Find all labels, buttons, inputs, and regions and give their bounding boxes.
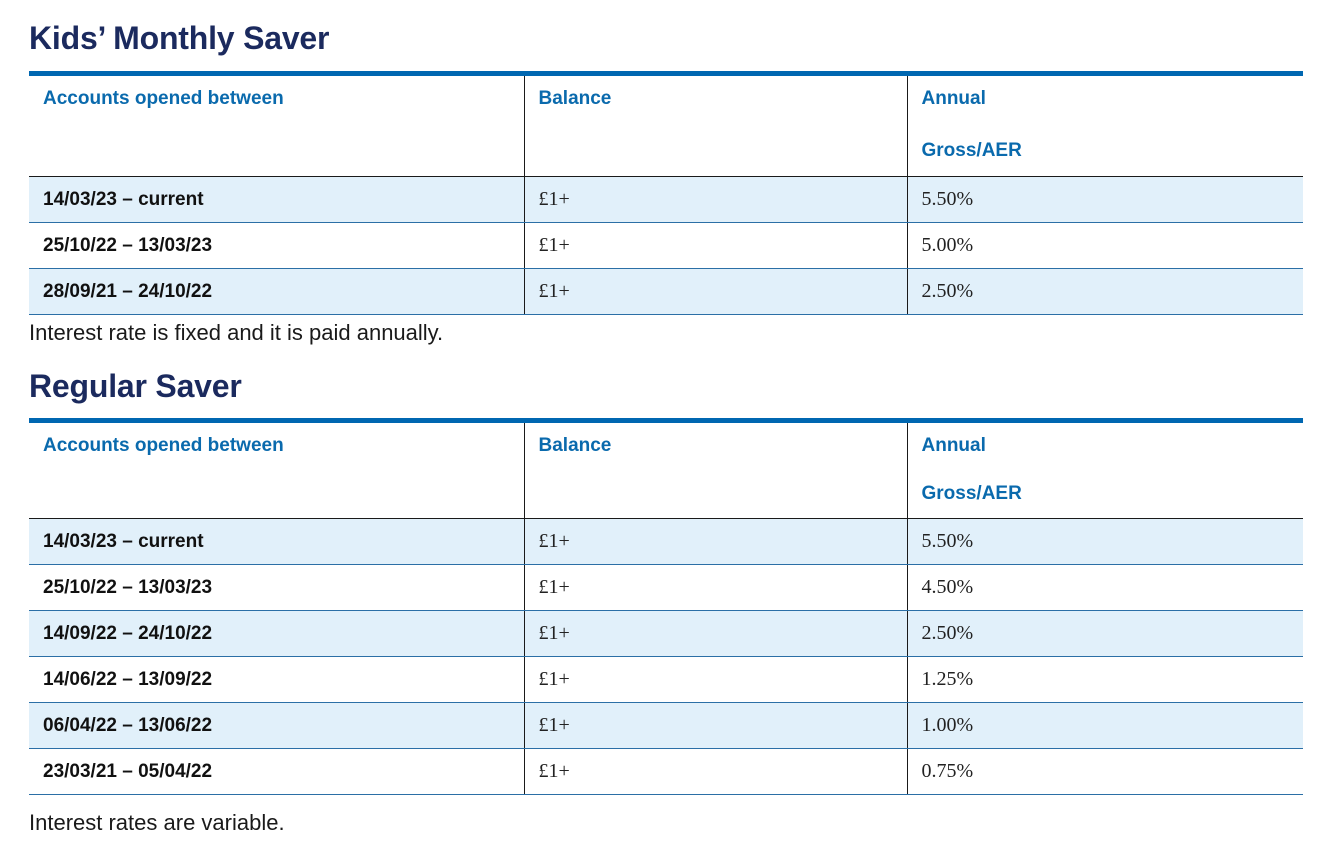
row-dates: 25/10/22 – 13/03/23 <box>29 222 524 269</box>
header-annual-rate: Annual Gross/AER <box>906 73 1303 177</box>
header-balance: Balance <box>523 73 907 177</box>
kids-monthly-saver-note: Interest rate is fixed and it is paid an… <box>29 320 444 345</box>
header-annual-label: Annual <box>921 435 986 456</box>
row-balance: £1+ <box>523 656 907 703</box>
header-gross-aer-label: Gross/AER <box>921 483 1022 504</box>
row-dates: 28/09/21 – 24/10/22 <box>29 268 524 315</box>
table-row: 14/09/22 – 24/10/22 £1+ 2.50% <box>29 610 1303 657</box>
row-balance: £1+ <box>523 222 907 269</box>
header-accounts-opened: Accounts opened between <box>29 420 524 519</box>
row-dates: 14/09/22 – 24/10/22 <box>29 610 524 657</box>
regular-saver-title: Regular Saver <box>29 368 242 404</box>
row-dates: 23/03/21 – 05/04/22 <box>29 748 524 795</box>
row-rate: 2.50% <box>906 268 1303 315</box>
table-row: 25/10/22 – 13/03/23 £1+ 4.50% <box>29 564 1303 611</box>
header-annual-rate: Annual Gross/AER <box>906 420 1303 519</box>
row-balance: £1+ <box>523 610 907 657</box>
table-row: 06/04/22 – 13/06/22 £1+ 1.00% <box>29 702 1303 749</box>
table-row: 14/03/23 – current £1+ 5.50% <box>29 176 1303 223</box>
row-rate: 1.00% <box>906 702 1303 749</box>
table-header-row: Accounts opened between Balance Annual G… <box>29 420 1303 519</box>
row-dates: 25/10/22 – 13/03/23 <box>29 564 524 611</box>
header-annual-label: Annual <box>921 88 986 109</box>
row-dates: 14/03/23 – current <box>29 176 524 223</box>
table-row: 14/06/22 – 13/09/22 £1+ 1.25% <box>29 656 1303 703</box>
row-balance: £1+ <box>523 702 907 749</box>
row-rate: 1.25% <box>906 656 1303 703</box>
header-accounts-opened: Accounts opened between <box>29 73 524 177</box>
table-row: 23/03/21 – 05/04/22 £1+ 0.75% <box>29 748 1303 795</box>
table-row: 28/09/21 – 24/10/22 £1+ 2.50% <box>29 268 1303 315</box>
row-dates: 14/03/23 – current <box>29 518 524 565</box>
header-balance: Balance <box>523 420 907 519</box>
row-rate: 2.50% <box>906 610 1303 657</box>
row-dates: 14/06/22 – 13/09/22 <box>29 656 524 703</box>
row-rate: 5.00% <box>906 222 1303 269</box>
row-rate: 5.50% <box>906 518 1303 565</box>
row-balance: £1+ <box>523 518 907 565</box>
regular-saver-note: Interest rates are variable. <box>29 810 285 835</box>
kids-monthly-saver-table: Accounts opened between Balance Annual G… <box>29 71 1303 315</box>
row-rate: 0.75% <box>906 748 1303 795</box>
table-row: 14/03/23 – current £1+ 5.50% <box>29 518 1303 565</box>
regular-saver-table: Accounts opened between Balance Annual G… <box>29 418 1303 795</box>
row-rate: 5.50% <box>906 176 1303 223</box>
table-header-row: Accounts opened between Balance Annual G… <box>29 73 1303 177</box>
row-balance: £1+ <box>523 748 907 795</box>
table-row: 25/10/22 – 13/03/23 £1+ 5.00% <box>29 222 1303 269</box>
row-balance: £1+ <box>523 564 907 611</box>
header-gross-aer-label: Gross/AER <box>921 140 1022 161</box>
row-rate: 4.50% <box>906 564 1303 611</box>
row-balance: £1+ <box>523 176 907 223</box>
row-dates: 06/04/22 – 13/06/22 <box>29 702 524 749</box>
kids-monthly-saver-title: Kids’ Monthly Saver <box>29 20 330 56</box>
row-balance: £1+ <box>523 268 907 315</box>
